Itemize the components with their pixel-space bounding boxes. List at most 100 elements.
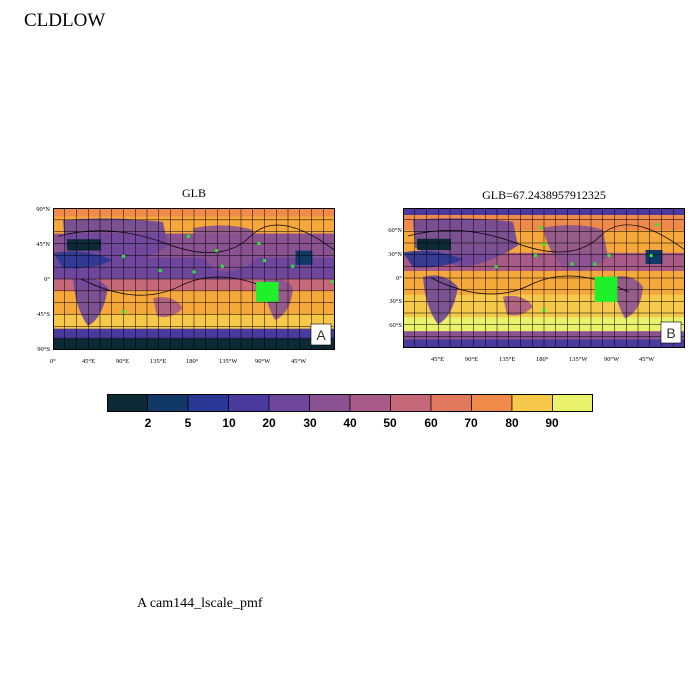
case-footnote: A cam144_lscale_pmf xyxy=(137,596,263,611)
landmass xyxy=(403,250,463,268)
station-cluster xyxy=(594,276,618,302)
landmass xyxy=(73,276,108,326)
colorbar-swatch xyxy=(187,394,229,412)
colorbar-swatch xyxy=(430,394,472,412)
station-marker xyxy=(655,223,659,227)
colorbar-swatch xyxy=(228,394,270,412)
panel-b-title: GLB=67.2438957912325 xyxy=(482,188,606,202)
lon-tick: 90°E xyxy=(116,358,130,365)
colorbar-label: 30 xyxy=(303,416,317,430)
landmass xyxy=(193,225,258,272)
panel-label: A xyxy=(316,327,326,343)
colorbar-swatch xyxy=(349,394,391,412)
station-marker xyxy=(220,264,224,268)
landmass xyxy=(543,225,608,271)
panel-a-title: GLB xyxy=(182,186,206,200)
coastline xyxy=(81,276,279,296)
lon-tick: 135°E xyxy=(499,356,516,363)
lat-tick: 60°N xyxy=(388,227,402,234)
panel-label-box xyxy=(310,323,332,346)
colorbar-label: 60 xyxy=(424,416,438,430)
lon-tick: 180° xyxy=(536,356,549,363)
station-marker xyxy=(122,254,125,258)
colorbar-label: 5 xyxy=(184,416,192,430)
panel-b-map: B xyxy=(403,208,685,348)
coastline xyxy=(57,224,335,253)
station-cluster xyxy=(256,281,279,302)
dark-patch xyxy=(295,250,313,265)
station-marker xyxy=(534,254,538,258)
station-marker xyxy=(263,259,266,263)
lon-tick: 135°W xyxy=(569,356,588,363)
station-marker xyxy=(122,310,125,314)
station-marker xyxy=(607,254,611,258)
station-marker xyxy=(542,242,546,246)
colorbar-label: 2 xyxy=(144,416,152,430)
lat-tick: 30°N xyxy=(388,251,402,258)
station-marker xyxy=(494,265,498,269)
station-marker xyxy=(192,270,196,274)
colorbar-swatch xyxy=(390,394,432,412)
map-frame xyxy=(53,208,335,350)
lat-tick: 0° xyxy=(396,275,402,282)
lat-tick: 90°S xyxy=(37,346,50,353)
lon-tick: 180° xyxy=(186,358,199,365)
station-marker xyxy=(570,262,574,266)
colorbar-swatch xyxy=(107,394,148,412)
station-marker xyxy=(186,234,190,238)
page-title: CLDLOW xyxy=(24,10,106,31)
station-marker xyxy=(542,308,546,312)
colorbar-swatch xyxy=(552,394,593,412)
station-marker xyxy=(291,264,295,268)
dark-patch xyxy=(645,250,663,264)
colorbar-label: 90 xyxy=(545,416,559,430)
colorbar-swatch xyxy=(268,394,310,412)
station-marker xyxy=(539,226,543,230)
colorbar-label: 50 xyxy=(383,416,397,430)
lat-tick: 90°N xyxy=(36,206,50,213)
landmass xyxy=(53,251,113,269)
lon-tick: 90°W xyxy=(604,356,620,363)
colorbar-swatch xyxy=(511,394,553,412)
lon-tick: 90°E xyxy=(465,356,479,363)
lon-tick: 90°W xyxy=(255,358,271,365)
lon-tick: 0° xyxy=(50,358,56,365)
panel-label: B xyxy=(666,325,675,341)
station-marker xyxy=(649,254,653,258)
lat-tick: 60°S xyxy=(389,322,402,329)
landmass xyxy=(423,275,458,325)
colorbar-label: 40 xyxy=(343,416,357,430)
lat-tick: 30°S xyxy=(389,298,402,305)
lat-tick: 0° xyxy=(44,276,50,283)
lon-tick: 45°E xyxy=(431,356,445,363)
lat-tick: 45°N xyxy=(36,241,50,248)
dark-patch xyxy=(417,238,451,250)
colorbar-frame xyxy=(107,394,593,412)
station-marker xyxy=(215,249,219,253)
colorbar-swatch xyxy=(309,394,351,412)
lon-tick: 45°E xyxy=(82,358,96,365)
colorbar-label: 10 xyxy=(222,416,236,430)
lon-tick: 45°W xyxy=(639,356,655,363)
lon-tick: 45°W xyxy=(291,358,307,365)
lon-tick: 135°W xyxy=(219,358,238,365)
dark-patch xyxy=(67,239,101,251)
colorbar xyxy=(107,394,593,412)
lat-tick: 45°S xyxy=(37,311,50,318)
coastline xyxy=(407,224,685,253)
map-frame xyxy=(403,208,685,348)
colorbar-swatch xyxy=(147,394,189,412)
lon-tick: 135°E xyxy=(150,358,167,365)
colorbar-label: 80 xyxy=(505,416,519,430)
colorbar-swatch xyxy=(471,394,513,412)
station-marker xyxy=(257,242,261,245)
landmass xyxy=(503,295,533,316)
station-marker xyxy=(593,262,597,266)
panel-label-box xyxy=(660,321,682,344)
station-marker xyxy=(158,268,162,272)
station-marker xyxy=(330,280,334,284)
colorbar-label: 20 xyxy=(262,416,276,430)
landmass xyxy=(613,276,643,319)
panel-a-map: A xyxy=(53,208,335,350)
landmass xyxy=(153,297,183,317)
